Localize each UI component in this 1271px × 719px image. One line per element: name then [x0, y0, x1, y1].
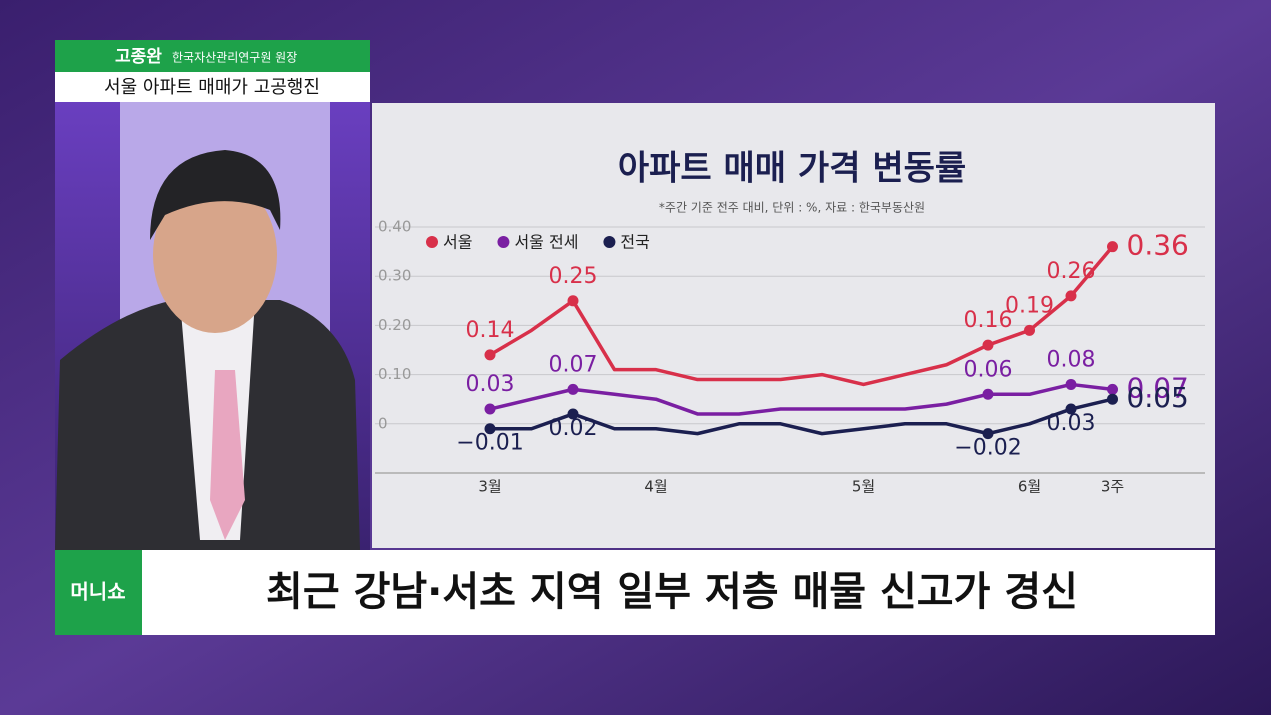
y-tick-label: 0.20: [378, 316, 411, 334]
x-tick-label: 3주: [1101, 478, 1124, 496]
x-tick-label: 5월: [852, 478, 875, 496]
name-bar: [55, 40, 370, 72]
data-label: 0.14: [466, 318, 515, 343]
series-line: [489, 245, 1114, 387]
chart-title: 아파트 매매 가격 변동률: [618, 149, 966, 189]
legend-label: 전국: [620, 233, 649, 252]
data-point: [567, 295, 579, 307]
data-point: [484, 349, 496, 361]
caption-bar: [142, 550, 1215, 635]
caption: 최근 강남·서초 지역 일부 저층 매물 신고가 경신: [266, 569, 1078, 615]
data-point: [1065, 378, 1077, 390]
data-point: [1065, 290, 1077, 302]
data-point: [982, 428, 994, 440]
data-label: 0.25: [549, 264, 598, 289]
headline-bar: [55, 72, 370, 102]
data-point: [982, 388, 994, 400]
legend-label: 서울: [443, 233, 472, 252]
legend-marker: [603, 236, 616, 248]
data-point: [484, 423, 496, 435]
person-face: [153, 177, 277, 333]
data-label: 0.06: [964, 357, 1013, 382]
data-point: [567, 408, 579, 420]
data-point: [1107, 241, 1118, 253]
data-label: 0.19: [1005, 293, 1054, 318]
data-point: [567, 383, 579, 395]
legend-label: 서울 전세: [514, 233, 578, 252]
series-line: [489, 382, 1113, 416]
data-point: [484, 403, 496, 415]
y-tick-label: 0.10: [378, 365, 411, 383]
data-label: 0.07: [549, 352, 598, 377]
data-label: 0.02: [549, 416, 598, 441]
person-hair: [150, 150, 281, 240]
speaker: 고종완: [115, 47, 162, 67]
data-point: [1107, 393, 1118, 405]
data-point: [1024, 324, 1035, 336]
plot: 0 0.10 0.20 0.30 0.40 3월 4월 5월 6월 3주 서울 서울 전세 전국 0.14…: [375, 218, 1205, 496]
y-tick-label: 0.30: [378, 267, 411, 285]
x-tick-label: 3월: [478, 478, 501, 496]
y-tick-label: 0: [378, 414, 388, 432]
y-tick-label: 0.40: [378, 218, 411, 236]
chart-subtitle: *주간 기준 전주 대비, 단위 : %, 자료 : 한국부동산원: [659, 201, 925, 215]
data-label: 0.26: [1047, 259, 1096, 284]
data-label: 0.07: [1127, 371, 1189, 404]
data-label: 0.08: [1047, 347, 1096, 372]
legend-marker: [426, 236, 438, 248]
data-label: −0.02: [954, 436, 1021, 461]
headline: 서울 아파트 매매가 고공행진: [104, 77, 320, 98]
data-label: −0.01: [456, 431, 523, 456]
series-line: [490, 397, 1113, 436]
logo: 머니쇼: [70, 580, 125, 604]
data-point: [1107, 383, 1118, 395]
data-label: 0.36: [1127, 229, 1189, 262]
person-tie: [210, 370, 245, 540]
data-label: 0.16: [964, 308, 1013, 333]
x-tick-label: 4월: [644, 478, 667, 496]
data-label: 0.05: [1127, 381, 1189, 414]
data-label: 0.03: [466, 372, 515, 397]
speaker-role: 한국자산관리연구원 원장: [172, 51, 297, 65]
logo-box: [55, 550, 142, 635]
data-point: [982, 339, 994, 351]
legend-marker: [497, 236, 510, 248]
data-point: [1065, 403, 1077, 415]
x-tick-label: 6월: [1018, 478, 1041, 496]
data-label: 0.03: [1047, 411, 1096, 436]
